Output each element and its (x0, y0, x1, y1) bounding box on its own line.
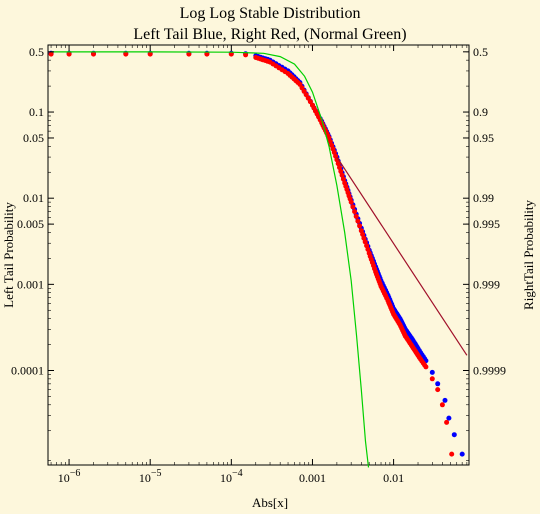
series-1-point-133 (444, 419, 450, 425)
series-1-point-66 (353, 213, 359, 219)
series-1-point-132 (439, 402, 445, 408)
chart-subtitle: Left Tail Blue, Right Red, (Normal Green… (133, 26, 406, 43)
series-1-point-3 (123, 51, 129, 57)
series-1-point-1 (66, 51, 72, 57)
y-left-tick-label-1: 0.1 (29, 105, 44, 119)
series-1-point-52 (335, 161, 341, 167)
y-right-tick-label-0: 0.5 (473, 45, 488, 59)
y-right-tick-label-1: 0.9 (473, 105, 488, 119)
series-3-line (336, 156, 468, 356)
y-left-ticks: 0.5 0.1 0.05 0.01 0.005 0.001 0.0001 (11, 45, 54, 466)
x-axis-label: Abs[x] (252, 495, 288, 510)
series-1-point-56 (340, 176, 346, 182)
y-right-tick-label-3: 0.99 (473, 191, 494, 205)
x-tick-label-4: 0.01 (383, 471, 404, 485)
series-1-point-6 (204, 51, 210, 57)
series-1-point-4 (147, 51, 153, 57)
series-1-point-64 (350, 204, 356, 210)
series-0-point-132 (442, 397, 448, 403)
series-0-point-133 (446, 415, 452, 421)
series-1-point-131 (435, 387, 441, 393)
y-right-tick-label-6: 0.9999 (473, 363, 506, 377)
series-1-point-0 (48, 51, 54, 57)
series-1-point-8 (243, 52, 249, 58)
x-tick-label-2: 10−4 (220, 468, 243, 485)
series-1-point-53 (337, 165, 342, 170)
chart-title: Log Log Stable Distribution (180, 5, 361, 22)
series-1-point-5 (186, 51, 192, 57)
series-1-point-54 (338, 168, 344, 174)
x-tick-label-0: 10−6 (58, 468, 81, 485)
x-tick-label-1: 10−5 (139, 468, 162, 485)
y-axis-label-right: RightTail Probability (521, 200, 536, 310)
data-layer (48, 50, 468, 468)
series-1-point-134 (449, 451, 455, 457)
series-1-point-70 (360, 231, 366, 237)
series-1-point-74 (365, 246, 371, 252)
series-1-point-2 (91, 51, 96, 57)
y-right-tick-label-2: 0.95 (473, 131, 494, 145)
series-1-point-68 (357, 223, 363, 229)
series-1-point-63 (348, 199, 354, 205)
x-ticks: 10−6 10−5 10−4 0.001 0.01 (50, 45, 468, 485)
series-0-point-135 (459, 451, 465, 457)
series-0-point-131 (435, 381, 441, 387)
y-left-tick-label-6: 0.0001 (11, 363, 44, 377)
y-left-tick-label-3: 0.01 (23, 191, 44, 205)
series-1-point-7 (228, 51, 234, 57)
series-2-line (51, 51, 370, 468)
y-right-tick-label-5: 0.999 (473, 277, 500, 291)
series-1-point-67 (355, 218, 361, 224)
y-left-tick-label-5: 0.001 (17, 277, 44, 291)
plot-frame (47, 44, 470, 466)
series-1-point-55 (339, 172, 345, 178)
y-left-tick-label-4: 0.005 (17, 217, 44, 231)
y-left-tick-label-2: 0.05 (23, 131, 44, 145)
y-right-ticks: 0.5 0.9 0.95 0.99 0.995 0.999 0.9999 (463, 45, 506, 466)
y-axis-label-left: Left Tail Probability (1, 202, 16, 308)
series-0-point-130 (429, 369, 435, 375)
y-left-tick-label-0: 0.5 (29, 45, 44, 59)
series-1-point-72 (362, 239, 368, 245)
series-1-point-65 (352, 209, 358, 215)
series-1-point-129 (423, 364, 429, 370)
series-1-point-130 (429, 376, 435, 382)
x-tick-label-3: 0.001 (299, 471, 326, 485)
series-0-point-134 (451, 432, 457, 438)
y-right-tick-label-4: 0.995 (473, 217, 500, 231)
